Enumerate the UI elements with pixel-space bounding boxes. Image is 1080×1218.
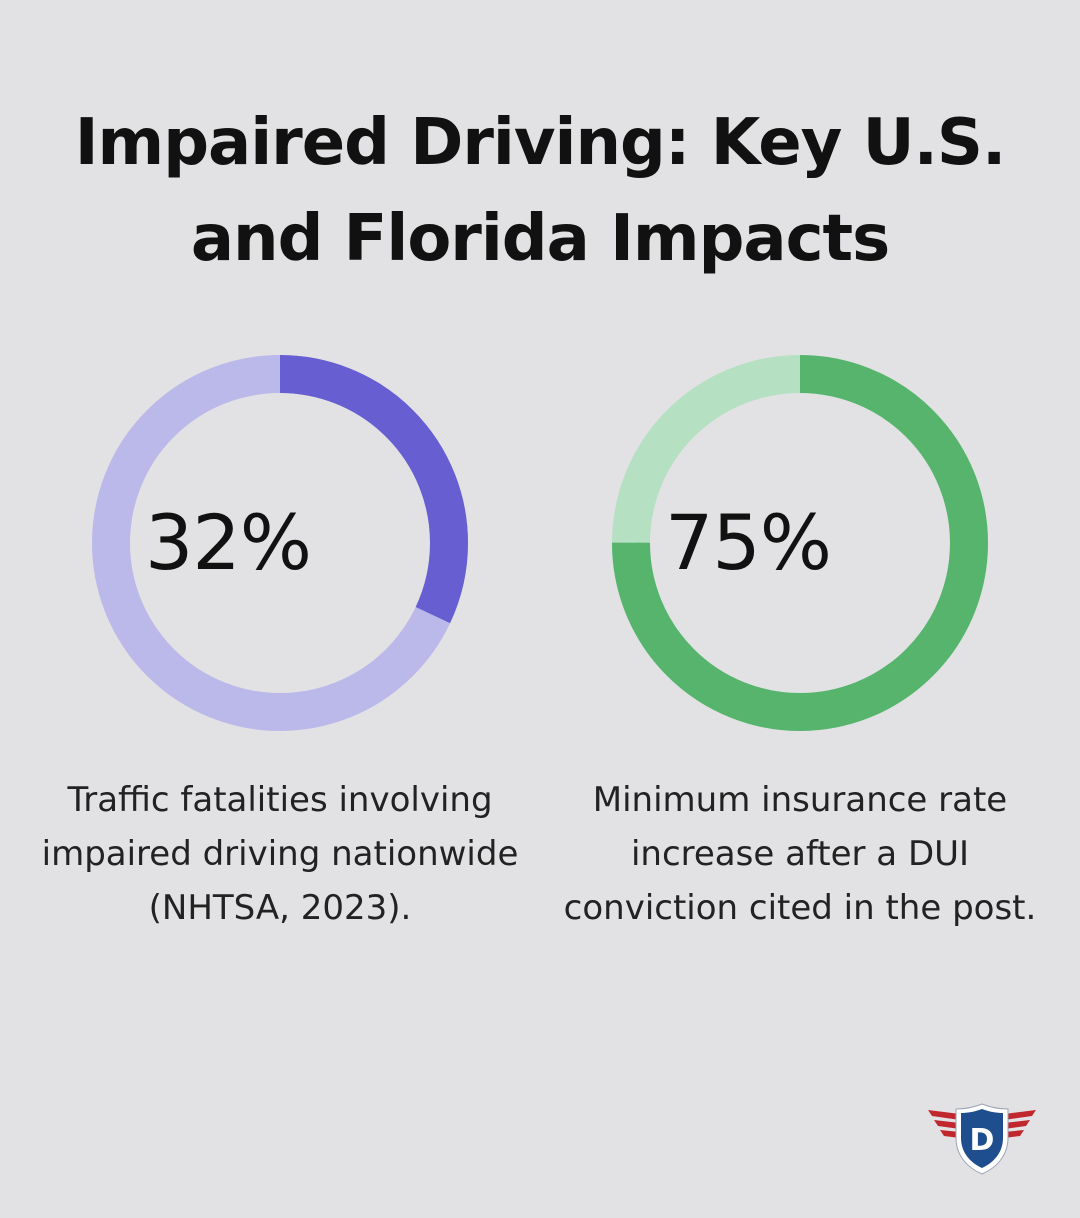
stat-caption: Minimum insurance rate increase after a … bbox=[563, 780, 1037, 928]
title-line-2: and Florida Impacts bbox=[190, 202, 890, 276]
right-wing-icon bbox=[1004, 1110, 1036, 1138]
donut-value-label: 32% bbox=[145, 498, 312, 587]
donut-fill bbox=[92, 355, 468, 731]
shield-logo-icon: D bbox=[928, 1103, 1036, 1175]
page-title: Impaired Driving: Key U.S. and Florida I… bbox=[0, 95, 1080, 287]
stat-caption: Traffic fatalities involving impaired dr… bbox=[41, 780, 519, 928]
left-wing-icon bbox=[928, 1110, 960, 1138]
donut-value-label: 75% bbox=[665, 498, 832, 587]
donut-chart-32 bbox=[92, 355, 468, 731]
donut-fill bbox=[612, 355, 988, 731]
logo-letter: D bbox=[970, 1123, 995, 1158]
title-line-1: Impaired Driving: Key U.S. bbox=[74, 106, 1007, 180]
donut-chart-75 bbox=[612, 355, 988, 731]
shield-inner bbox=[961, 1109, 1003, 1168]
